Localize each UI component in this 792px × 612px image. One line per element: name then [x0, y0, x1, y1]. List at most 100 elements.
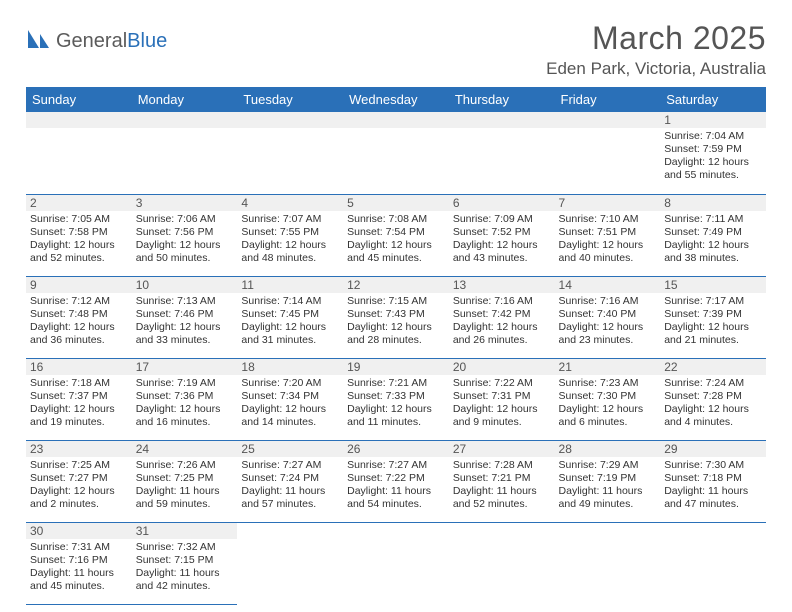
day-number: 2	[26, 195, 132, 211]
day-number: 31	[132, 523, 238, 539]
calendar-empty-cell	[343, 522, 449, 604]
day-details: Sunrise: 7:32 AMSunset: 7:15 PMDaylight:…	[132, 539, 238, 598]
day-details: Sunrise: 7:26 AMSunset: 7:25 PMDaylight:…	[132, 457, 238, 516]
day-details: Sunrise: 7:22 AMSunset: 7:31 PMDaylight:…	[449, 375, 555, 434]
day-details: Sunrise: 7:15 AMSunset: 7:43 PMDaylight:…	[343, 293, 449, 352]
calendar-day-cell: 28Sunrise: 7:29 AMSunset: 7:19 PMDayligh…	[555, 440, 661, 522]
calendar-week-row: 30Sunrise: 7:31 AMSunset: 7:16 PMDayligh…	[26, 522, 766, 604]
calendar-day-cell: 2Sunrise: 7:05 AMSunset: 7:58 PMDaylight…	[26, 194, 132, 276]
day-details: Sunrise: 7:28 AMSunset: 7:21 PMDaylight:…	[449, 457, 555, 516]
calendar-empty-cell	[449, 112, 555, 194]
calendar-day-cell: 5Sunrise: 7:08 AMSunset: 7:54 PMDaylight…	[343, 194, 449, 276]
calendar-empty-cell	[237, 522, 343, 604]
day-number: 21	[555, 359, 661, 375]
logo-text: GeneralBlue	[56, 30, 167, 53]
calendar-week-row: 9Sunrise: 7:12 AMSunset: 7:48 PMDaylight…	[26, 276, 766, 358]
day-number: 16	[26, 359, 132, 375]
calendar-body: 1Sunrise: 7:04 AMSunset: 7:59 PMDaylight…	[26, 112, 766, 604]
day-number: 4	[237, 195, 343, 211]
weekday-header: Saturday	[660, 87, 766, 112]
day-number: 30	[26, 523, 132, 539]
calendar-day-cell: 16Sunrise: 7:18 AMSunset: 7:37 PMDayligh…	[26, 358, 132, 440]
day-details: Sunrise: 7:16 AMSunset: 7:40 PMDaylight:…	[555, 293, 661, 352]
empty-day-bar	[237, 112, 343, 128]
day-number: 3	[132, 195, 238, 211]
calendar-table: SundayMondayTuesdayWednesdayThursdayFrid…	[26, 87, 766, 605]
calendar-empty-cell	[660, 522, 766, 604]
empty-day-bar	[132, 112, 238, 128]
calendar-day-cell: 15Sunrise: 7:17 AMSunset: 7:39 PMDayligh…	[660, 276, 766, 358]
day-number: 29	[660, 441, 766, 457]
day-details: Sunrise: 7:08 AMSunset: 7:54 PMDaylight:…	[343, 211, 449, 270]
calendar-week-row: 2Sunrise: 7:05 AMSunset: 7:58 PMDaylight…	[26, 194, 766, 276]
day-details: Sunrise: 7:27 AMSunset: 7:24 PMDaylight:…	[237, 457, 343, 516]
calendar-day-cell: 13Sunrise: 7:16 AMSunset: 7:42 PMDayligh…	[449, 276, 555, 358]
calendar-week-row: 23Sunrise: 7:25 AMSunset: 7:27 PMDayligh…	[26, 440, 766, 522]
day-details: Sunrise: 7:04 AMSunset: 7:59 PMDaylight:…	[660, 128, 766, 187]
day-number: 23	[26, 441, 132, 457]
day-details: Sunrise: 7:11 AMSunset: 7:49 PMDaylight:…	[660, 211, 766, 270]
calendar-week-row: 16Sunrise: 7:18 AMSunset: 7:37 PMDayligh…	[26, 358, 766, 440]
day-details: Sunrise: 7:29 AMSunset: 7:19 PMDaylight:…	[555, 457, 661, 516]
logo: GeneralBlue	[26, 28, 167, 55]
day-details: Sunrise: 7:21 AMSunset: 7:33 PMDaylight:…	[343, 375, 449, 434]
calendar-day-cell: 9Sunrise: 7:12 AMSunset: 7:48 PMDaylight…	[26, 276, 132, 358]
weekday-header: Tuesday	[237, 87, 343, 112]
day-number: 7	[555, 195, 661, 211]
location: Eden Park, Victoria, Australia	[546, 59, 766, 79]
day-details: Sunrise: 7:25 AMSunset: 7:27 PMDaylight:…	[26, 457, 132, 516]
calendar-day-cell: 14Sunrise: 7:16 AMSunset: 7:40 PMDayligh…	[555, 276, 661, 358]
day-details: Sunrise: 7:13 AMSunset: 7:46 PMDaylight:…	[132, 293, 238, 352]
day-details: Sunrise: 7:31 AMSunset: 7:16 PMDaylight:…	[26, 539, 132, 598]
calendar-day-cell: 24Sunrise: 7:26 AMSunset: 7:25 PMDayligh…	[132, 440, 238, 522]
calendar-empty-cell	[343, 112, 449, 194]
day-number: 20	[449, 359, 555, 375]
header-row: GeneralBlue March 2025 Eden Park, Victor…	[26, 20, 766, 79]
empty-day-bar	[26, 112, 132, 128]
calendar-day-cell: 10Sunrise: 7:13 AMSunset: 7:46 PMDayligh…	[132, 276, 238, 358]
logo-sail-icon	[26, 28, 54, 55]
day-number: 18	[237, 359, 343, 375]
calendar-day-cell: 18Sunrise: 7:20 AMSunset: 7:34 PMDayligh…	[237, 358, 343, 440]
day-number: 27	[449, 441, 555, 457]
day-number: 8	[660, 195, 766, 211]
calendar-day-cell: 31Sunrise: 7:32 AMSunset: 7:15 PMDayligh…	[132, 522, 238, 604]
day-details: Sunrise: 7:24 AMSunset: 7:28 PMDaylight:…	[660, 375, 766, 434]
title-block: March 2025 Eden Park, Victoria, Australi…	[546, 20, 766, 79]
day-number: 10	[132, 277, 238, 293]
calendar-day-cell: 6Sunrise: 7:09 AMSunset: 7:52 PMDaylight…	[449, 194, 555, 276]
day-details: Sunrise: 7:06 AMSunset: 7:56 PMDaylight:…	[132, 211, 238, 270]
day-number: 17	[132, 359, 238, 375]
day-number: 13	[449, 277, 555, 293]
calendar-day-cell: 27Sunrise: 7:28 AMSunset: 7:21 PMDayligh…	[449, 440, 555, 522]
day-details: Sunrise: 7:10 AMSunset: 7:51 PMDaylight:…	[555, 211, 661, 270]
calendar-day-cell: 21Sunrise: 7:23 AMSunset: 7:30 PMDayligh…	[555, 358, 661, 440]
day-details: Sunrise: 7:16 AMSunset: 7:42 PMDaylight:…	[449, 293, 555, 352]
calendar-day-cell: 4Sunrise: 7:07 AMSunset: 7:55 PMDaylight…	[237, 194, 343, 276]
day-number: 28	[555, 441, 661, 457]
calendar-empty-cell	[555, 112, 661, 194]
calendar-day-cell: 12Sunrise: 7:15 AMSunset: 7:43 PMDayligh…	[343, 276, 449, 358]
day-details: Sunrise: 7:17 AMSunset: 7:39 PMDaylight:…	[660, 293, 766, 352]
calendar-day-cell: 7Sunrise: 7:10 AMSunset: 7:51 PMDaylight…	[555, 194, 661, 276]
day-details: Sunrise: 7:05 AMSunset: 7:58 PMDaylight:…	[26, 211, 132, 270]
day-details: Sunrise: 7:19 AMSunset: 7:36 PMDaylight:…	[132, 375, 238, 434]
day-details: Sunrise: 7:07 AMSunset: 7:55 PMDaylight:…	[237, 211, 343, 270]
calendar-day-cell: 30Sunrise: 7:31 AMSunset: 7:16 PMDayligh…	[26, 522, 132, 604]
calendar-day-cell: 11Sunrise: 7:14 AMSunset: 7:45 PMDayligh…	[237, 276, 343, 358]
day-details: Sunrise: 7:09 AMSunset: 7:52 PMDaylight:…	[449, 211, 555, 270]
calendar-day-cell: 19Sunrise: 7:21 AMSunset: 7:33 PMDayligh…	[343, 358, 449, 440]
logo-text-2: Blue	[127, 30, 167, 52]
month-title: March 2025	[546, 20, 766, 57]
calendar-day-cell: 29Sunrise: 7:30 AMSunset: 7:18 PMDayligh…	[660, 440, 766, 522]
empty-day-bar	[449, 112, 555, 128]
day-number: 22	[660, 359, 766, 375]
empty-day-bar	[555, 112, 661, 128]
day-number: 1	[660, 112, 766, 128]
calendar-day-cell: 8Sunrise: 7:11 AMSunset: 7:49 PMDaylight…	[660, 194, 766, 276]
calendar-day-cell: 1Sunrise: 7:04 AMSunset: 7:59 PMDaylight…	[660, 112, 766, 194]
calendar-empty-cell	[132, 112, 238, 194]
calendar-empty-cell	[26, 112, 132, 194]
day-details: Sunrise: 7:20 AMSunset: 7:34 PMDaylight:…	[237, 375, 343, 434]
calendar-empty-cell	[237, 112, 343, 194]
